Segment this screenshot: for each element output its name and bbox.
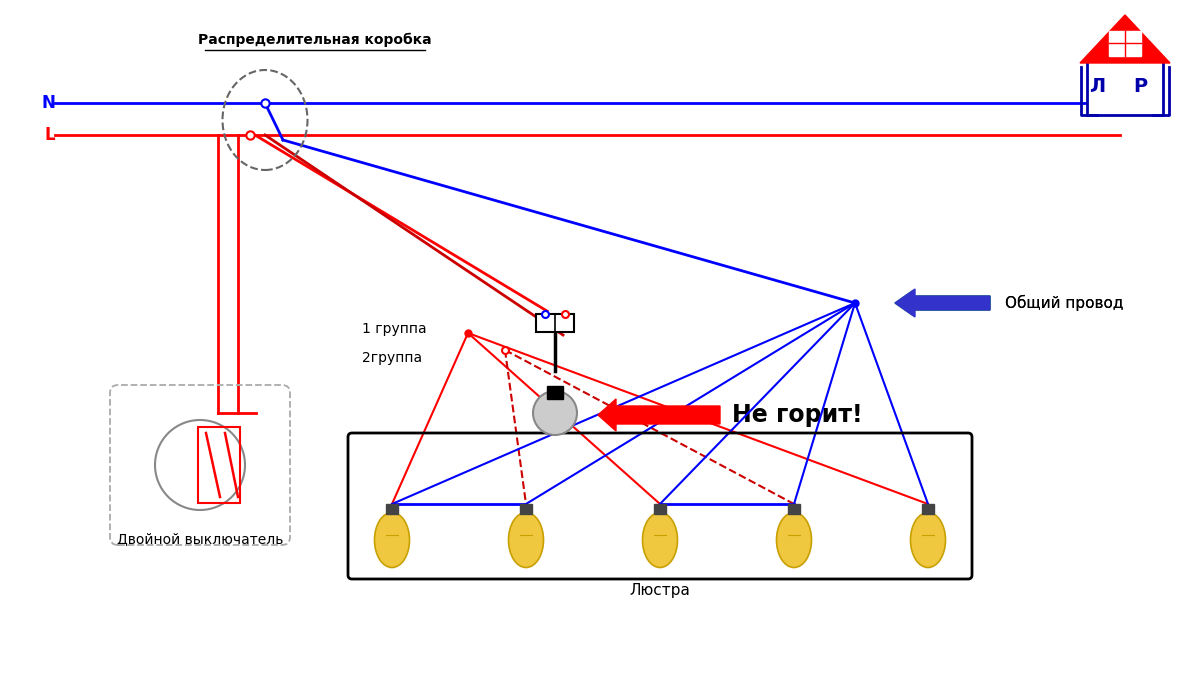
Bar — [547, 386, 563, 399]
FancyArrow shape — [895, 289, 990, 317]
Bar — [1109, 31, 1141, 56]
Bar — [788, 504, 800, 514]
Text: N: N — [41, 94, 55, 112]
Ellipse shape — [911, 512, 946, 568]
Bar — [198, 427, 240, 503]
Text: L: L — [44, 126, 55, 144]
Bar — [536, 314, 574, 332]
Bar — [1087, 60, 1163, 115]
Ellipse shape — [642, 512, 678, 568]
Ellipse shape — [509, 512, 544, 568]
Text: Общий провод: Общий провод — [1006, 295, 1123, 311]
Bar — [922, 504, 934, 514]
Text: Л: Л — [1088, 78, 1105, 97]
Text: Общий провод: Общий провод — [1006, 295, 1123, 311]
Polygon shape — [1080, 15, 1170, 63]
Text: 1 группа: 1 группа — [362, 322, 427, 336]
Bar — [654, 504, 666, 514]
Text: Двойной выключатель: Двойной выключатель — [116, 532, 283, 546]
Text: 2группа: 2группа — [362, 351, 422, 365]
Ellipse shape — [776, 512, 811, 568]
FancyArrow shape — [598, 399, 720, 431]
Text: Р: Р — [1133, 78, 1147, 97]
Ellipse shape — [374, 512, 409, 568]
Text: Распределительная коробка: Распределительная коробка — [198, 32, 432, 47]
Bar — [520, 504, 532, 514]
Text: Не горит!: Не горит! — [732, 403, 863, 427]
Bar — [386, 504, 398, 514]
Circle shape — [533, 391, 577, 435]
Text: Люстра: Люстра — [630, 583, 690, 598]
FancyArrow shape — [895, 290, 990, 315]
